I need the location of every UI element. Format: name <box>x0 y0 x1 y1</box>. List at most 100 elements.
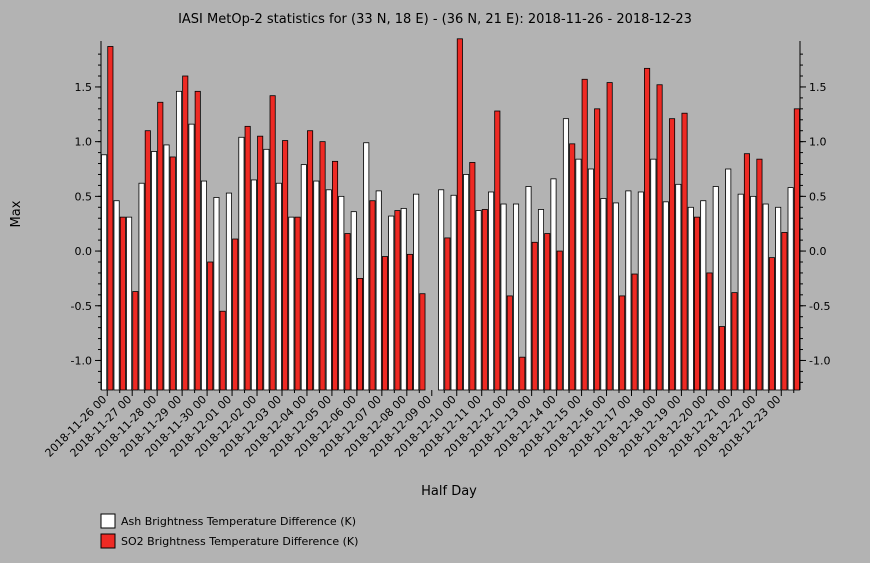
x-axis-title: Half Day <box>421 484 477 499</box>
bar-so2-34 <box>531 241 538 391</box>
bar-ash-22 <box>375 190 382 391</box>
y-tick-label-right-4: 1.0 <box>809 136 827 149</box>
bar-so2-41 <box>619 295 626 391</box>
bar-so2-15 <box>294 216 301 391</box>
bar-ash-16 <box>300 164 307 391</box>
bars-layer <box>101 38 800 391</box>
bar-so2-48 <box>706 272 713 391</box>
bar-so2-51 <box>743 153 750 391</box>
y-tick-label-left-3: 0.5 <box>75 190 93 203</box>
bar-so2-9 <box>219 310 226 391</box>
bar-ash-44 <box>650 158 657 391</box>
bar-ash-4 <box>151 151 158 391</box>
bar-so2-43 <box>644 67 651 391</box>
y-ticks-right: -1.0 -0.5 0.0 0.5 1.0 1.5 <box>800 53 830 383</box>
bar-ash-9 <box>213 197 220 391</box>
y-tick-label-right-2: 0.0 <box>809 245 827 258</box>
bar-ash-0 <box>101 154 108 391</box>
bar-so2-8 <box>207 261 214 391</box>
bar-ash-12 <box>250 179 257 391</box>
bar-ash-11 <box>238 136 245 391</box>
bar-ash-46 <box>675 183 682 391</box>
bar-so2-25 <box>419 293 426 391</box>
bar-so2-28 <box>456 38 463 391</box>
bar-so2-47 <box>694 216 701 391</box>
bar-ash-18 <box>325 189 332 391</box>
bar-ash-48 <box>700 200 707 391</box>
bar-ash-50 <box>725 168 732 391</box>
bar-ash-19 <box>338 195 345 391</box>
legend: Ash Brightness Temperature Difference (K… <box>100 513 358 549</box>
legend-label-ash: Ash Brightness Temperature Difference (K… <box>121 515 356 528</box>
bar-ash-10 <box>225 192 232 391</box>
bar-so2-40 <box>606 82 613 391</box>
bar-ash-38 <box>575 158 582 391</box>
bar-so2-55 <box>793 108 800 391</box>
legend-label-so2: SO2 Brightness Temperature Difference (K… <box>121 535 358 548</box>
bar-so2-5 <box>169 156 176 391</box>
bar-ash-23 <box>388 215 395 391</box>
bar-so2-6 <box>182 75 189 391</box>
bar-so2-54 <box>781 232 788 391</box>
y-tick-label-right-5: 1.5 <box>809 81 827 94</box>
y-tick-label-left-2: 0.0 <box>75 245 93 258</box>
bar-so2-46 <box>681 112 688 391</box>
bar-so2-31 <box>494 110 501 391</box>
bar-ash-8 <box>200 180 208 391</box>
bar-ash-53 <box>762 203 769 391</box>
bar-so2-49 <box>718 326 726 391</box>
bar-so2-29 <box>469 162 476 391</box>
bar-so2-1 <box>119 216 126 391</box>
bar-so2-13 <box>269 95 276 391</box>
bar-so2-27 <box>444 237 451 391</box>
bar-ash-17 <box>313 180 320 391</box>
bar-so2-33 <box>519 356 526 391</box>
bar-so2-24 <box>406 253 413 391</box>
legend-item-so2: SO2 Brightness Temperature Difference (K… <box>100 533 358 549</box>
bar-so2-17 <box>319 141 326 391</box>
bar-so2-42 <box>631 273 638 391</box>
bar-ash-34 <box>525 186 532 391</box>
bar-so2-32 <box>506 295 513 391</box>
bar-ash-54 <box>775 206 782 391</box>
bar-ash-21 <box>363 142 370 391</box>
bar-ash-43 <box>637 191 644 391</box>
bar-so2-7 <box>194 90 201 391</box>
y-tick-label-right-3: 0.5 <box>809 190 827 203</box>
bar-so2-36 <box>556 250 563 391</box>
bar-ash-40 <box>600 198 607 391</box>
bar-ash-33 <box>513 203 520 391</box>
bar-ash-42 <box>625 190 632 391</box>
bar-ash-37 <box>562 118 569 391</box>
bar-so2-35 <box>544 233 551 391</box>
bar-ash-39 <box>587 168 594 391</box>
bar-ash-1 <box>113 200 120 391</box>
bar-ash-45 <box>662 201 669 391</box>
bar-so2-21 <box>369 200 376 391</box>
bar-ash-7 <box>188 123 195 391</box>
bar-ash-2 <box>126 216 133 391</box>
bar-ash-20 <box>350 211 357 391</box>
bar-so2-50 <box>731 292 738 391</box>
bar-ash-5 <box>163 144 170 391</box>
y-tick-label-left-0: -1.0 <box>71 354 92 367</box>
bar-so2-38 <box>581 78 588 391</box>
bar-ash-24 <box>400 207 407 391</box>
bar-so2-45 <box>669 118 676 391</box>
bar-ash-49 <box>712 186 719 391</box>
legend-swatch-ash <box>100 513 116 529</box>
bar-so2-2 <box>132 291 139 391</box>
bar-so2-11 <box>244 125 251 391</box>
bar-so2-19 <box>344 233 351 391</box>
bar-so2-22 <box>381 256 388 391</box>
bar-ash-6 <box>175 90 183 391</box>
bar-ash-52 <box>750 195 757 391</box>
y-tick-label-left-4: 1.0 <box>75 136 93 149</box>
bar-ash-51 <box>737 193 744 391</box>
bar-so2-0 <box>107 46 114 391</box>
bar-ash-13 <box>263 148 270 391</box>
bar-ash-47 <box>687 206 694 391</box>
bar-so2-52 <box>756 158 763 391</box>
bar-ash-14 <box>275 182 282 391</box>
